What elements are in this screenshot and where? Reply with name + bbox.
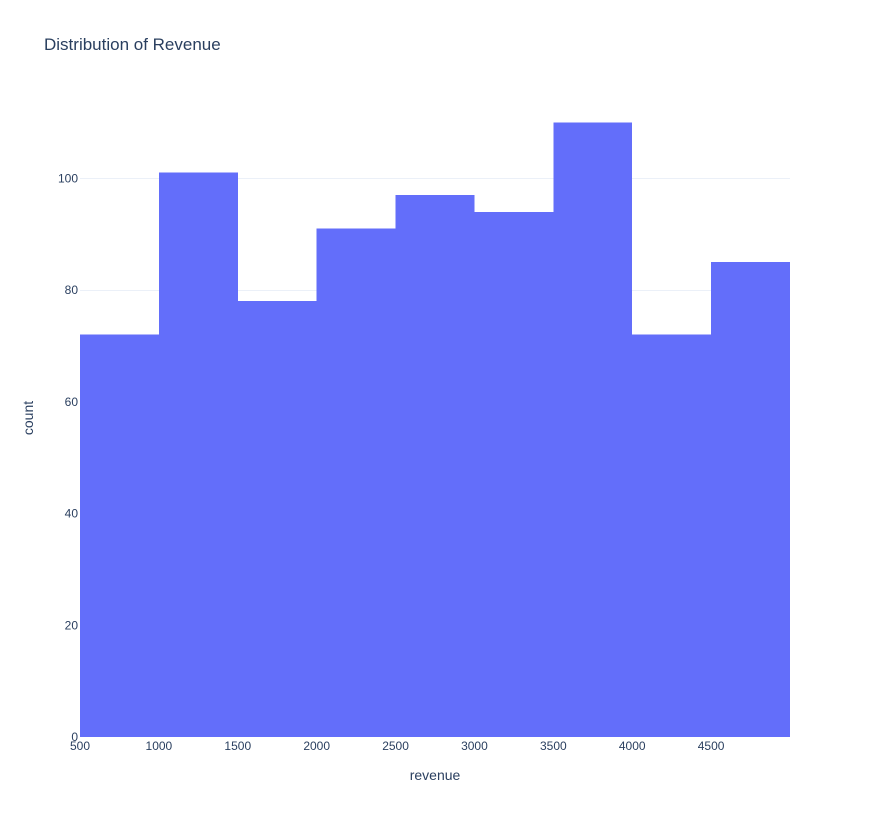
x-tick-label: 1000	[146, 739, 173, 753]
x-tick-label: 500	[70, 739, 90, 753]
x-tick-label: 3000	[461, 739, 488, 753]
y-tick-label: 60	[65, 395, 79, 409]
x-tick-label: 3500	[540, 739, 567, 753]
bars	[80, 122, 790, 737]
histogram-bar	[316, 228, 396, 737]
histogram-bar	[237, 301, 317, 737]
x-axis-title: revenue	[410, 767, 461, 783]
histogram-bar	[711, 262, 790, 737]
histogram-bar	[632, 334, 712, 737]
histogram-bar	[553, 122, 633, 737]
chart-title: Distribution of Revenue	[44, 35, 221, 54]
x-tick-label: 2000	[303, 739, 330, 753]
x-tick-label: 4000	[619, 739, 646, 753]
x-tick-labels: 500 1000 1500 2000 2500 3000 3500 4000 4500	[70, 739, 725, 753]
histogram-bar	[158, 172, 238, 737]
x-tick-label: 4500	[698, 739, 725, 753]
histogram-bar	[474, 211, 554, 737]
y-tick-label: 80	[65, 283, 79, 297]
y-tick-label: 100	[58, 171, 78, 185]
x-tick-label: 1500	[224, 739, 251, 753]
y-tick-label: 0	[71, 730, 78, 744]
y-tick-labels: 0 20 40 60 80 100	[58, 171, 78, 744]
y-tick-label: 20	[65, 618, 79, 632]
histogram-bar	[80, 334, 159, 737]
y-axis-title: count	[20, 401, 36, 435]
x-tick-label: 2500	[382, 739, 409, 753]
histogram-bar	[395, 195, 475, 737]
y-tick-label: 40	[65, 507, 79, 521]
